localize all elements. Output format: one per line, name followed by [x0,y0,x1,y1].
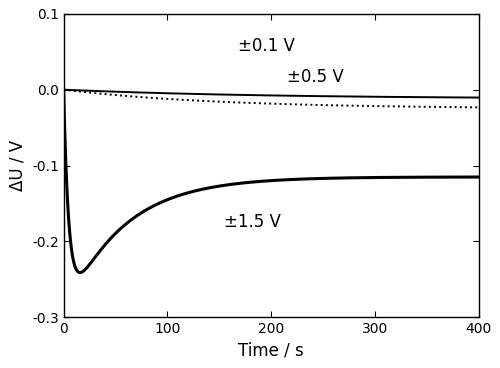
X-axis label: Time / s: Time / s [238,342,304,360]
Text: ±0.5 V: ±0.5 V [286,68,344,86]
Y-axis label: ΔU / V: ΔU / V [8,140,26,191]
Text: ±0.1 V: ±0.1 V [238,38,295,56]
Text: ±1.5 V: ±1.5 V [224,213,281,231]
